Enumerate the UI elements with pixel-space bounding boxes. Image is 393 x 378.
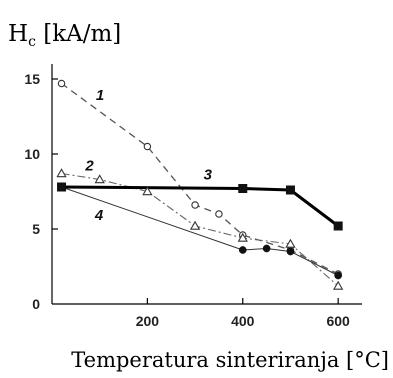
series-2-line — [61, 172, 339, 287]
series-1-label: 1 — [96, 87, 104, 104]
y-axis-title: Hc [kA/m] — [8, 21, 121, 50]
x-axis-title: Temperatura sinteriranja [°C] — [71, 348, 389, 372]
series-4-line — [61, 186, 339, 276]
series-2-point — [285, 238, 296, 248]
y-tick-label: 5 — [32, 221, 40, 237]
series-1-point — [143, 142, 152, 151]
series-4-point — [57, 183, 66, 191]
y-axis-title-sub: c — [28, 34, 36, 50]
series-3-label: 3 — [204, 167, 213, 184]
series-2-point — [142, 186, 153, 196]
y-axis-title-unit: [kA/m] — [36, 21, 121, 47]
series-4-point — [238, 246, 247, 254]
y-tick-label: 15 — [24, 71, 40, 87]
x-tick-label: 200 — [136, 313, 160, 329]
y-tick-label: 10 — [24, 146, 40, 162]
svg-text:Hc [kA/m]: Hc [kA/m] — [8, 21, 121, 50]
series-1-point — [215, 210, 223, 218]
x-tick-label: 600 — [326, 313, 350, 329]
series-2-point — [94, 174, 105, 184]
series-2-point — [189, 220, 201, 230]
series-1-point — [57, 79, 66, 88]
series-2-label: 2 — [84, 158, 94, 175]
series-2-point — [237, 232, 248, 242]
y-axis-title-main: H — [8, 21, 28, 47]
series-3-point — [333, 221, 343, 231]
series-4-label: 4 — [94, 207, 104, 224]
plot-area: 0 5 10 15 200 400 600 1 2 3 4 — [24, 64, 362, 329]
x-tick-label: 400 — [231, 313, 255, 329]
series-4-point — [334, 271, 343, 280]
series-2-point — [333, 280, 344, 290]
y-tick-label: 0 — [32, 296, 40, 312]
series-3-point — [238, 184, 248, 193]
series-4-point — [286, 247, 295, 256]
series-3-point — [285, 185, 295, 195]
series-1-point — [191, 201, 199, 209]
series-1-line — [61, 82, 339, 275]
series-4-point — [262, 244, 271, 253]
series-3-line — [61, 185, 340, 228]
series-2-point — [56, 168, 67, 178]
